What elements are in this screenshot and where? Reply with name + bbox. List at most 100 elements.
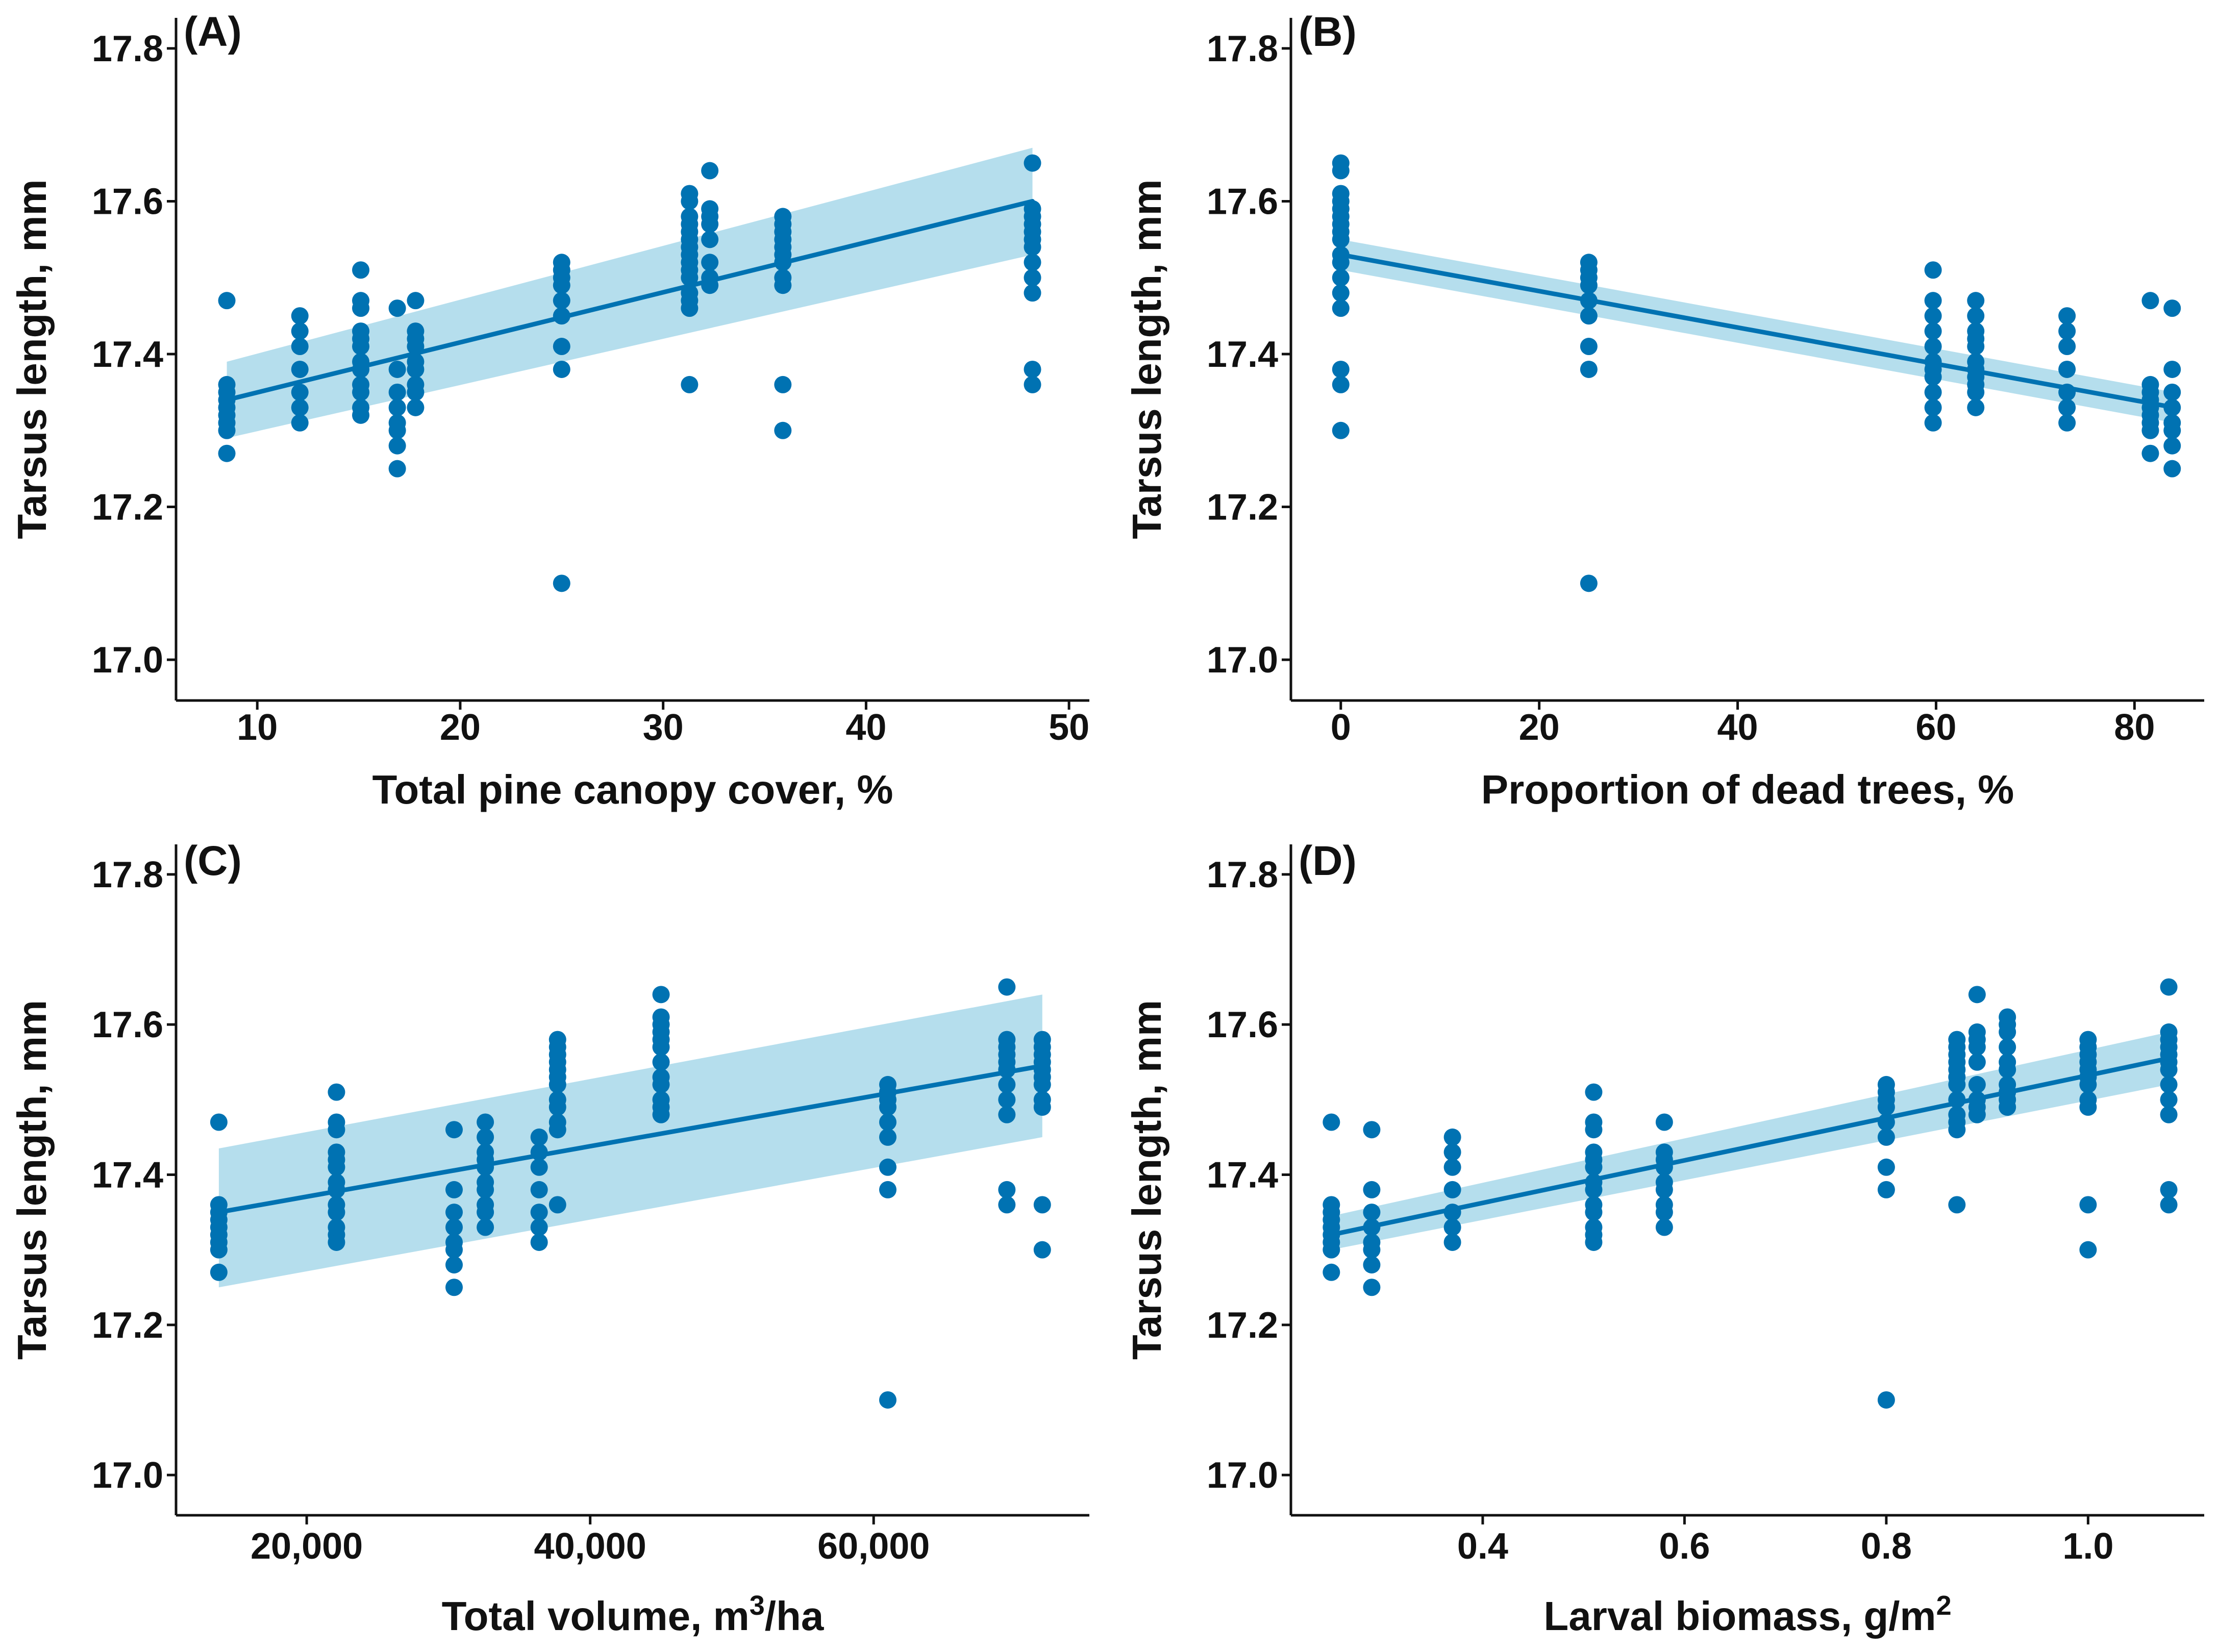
x-tick-label: 20	[1519, 707, 1560, 748]
data-point	[1948, 1196, 1966, 1214]
data-point	[477, 1143, 494, 1161]
data-point	[652, 1068, 670, 1086]
data-point	[2058, 360, 2076, 378]
data-point	[1580, 254, 1598, 271]
data-point	[530, 1128, 548, 1146]
data-point	[2160, 1106, 2178, 1123]
y-tick-label: 17.6	[1207, 181, 1278, 222]
data-point	[291, 307, 309, 325]
data-point	[1443, 1218, 1461, 1236]
y-tick-label: 17.0	[92, 1455, 163, 1496]
x-tick-label: 40	[845, 707, 886, 748]
data-point	[2160, 978, 2178, 996]
data-point	[553, 574, 570, 592]
data-point	[328, 1218, 345, 1236]
y-tick-label: 17.4	[1207, 1155, 1278, 1196]
data-point	[774, 421, 792, 439]
y-tick-label: 17.0	[1207, 640, 1278, 681]
data-point	[445, 1233, 463, 1251]
data-point	[1580, 574, 1598, 592]
data-point	[477, 1196, 494, 1214]
data-point	[1443, 1158, 1461, 1176]
data-point	[388, 437, 406, 455]
x-tick-label: 10	[237, 707, 278, 748]
data-point	[352, 292, 370, 310]
y-tick-label: 17.2	[92, 487, 163, 528]
data-point	[879, 1158, 896, 1176]
data-point	[2160, 1091, 2178, 1109]
data-point	[530, 1158, 548, 1176]
panel-label: (C)	[184, 838, 242, 884]
y-axis-title: Tarsus length, mm	[9, 179, 55, 539]
data-point	[2160, 1023, 2178, 1041]
data-point	[2163, 360, 2181, 378]
data-point	[1024, 360, 1041, 378]
data-point	[549, 1113, 566, 1131]
data-point	[1999, 1075, 2016, 1093]
data-point	[1323, 1263, 1340, 1281]
data-point	[2058, 398, 2076, 416]
data-point	[1024, 376, 1041, 393]
data-point	[1443, 1128, 1461, 1146]
data-point	[1363, 1121, 1381, 1139]
data-point	[1877, 1391, 1895, 1409]
data-point	[1655, 1113, 1673, 1131]
panel-label: (B)	[1299, 9, 1357, 55]
data-point	[1363, 1181, 1381, 1198]
data-point	[1877, 1075, 1895, 1093]
data-point	[1655, 1218, 1673, 1236]
data-point	[1024, 154, 1041, 172]
data-point	[1924, 398, 1942, 416]
regression-line	[1338, 252, 2177, 410]
data-point	[1363, 1204, 1381, 1221]
regression-line	[1329, 1056, 2172, 1237]
data-point	[291, 398, 309, 416]
data-point	[1999, 1038, 2016, 1056]
data-point	[1948, 1031, 1966, 1048]
x-tick-label: 0.4	[1457, 1526, 1508, 1567]
data-point	[218, 292, 236, 310]
data-point	[1323, 1196, 1340, 1214]
y-tick-label: 17.8	[1207, 855, 1278, 895]
data-point	[1443, 1233, 1461, 1251]
data-point	[328, 1173, 345, 1191]
x-tick-label: 1.0	[2062, 1526, 2113, 1567]
y-tick-label: 17.6	[92, 1005, 163, 1045]
y-tick-label: 17.4	[92, 1155, 163, 1196]
data-point	[1877, 1128, 1895, 1146]
data-point	[2160, 1196, 2178, 1214]
data-point	[1443, 1143, 1461, 1161]
data-point	[1363, 1279, 1381, 1296]
data-point	[998, 1196, 1016, 1214]
data-point	[681, 376, 699, 393]
data-point	[1332, 421, 1350, 439]
x-tick-label: 0.8	[1861, 1526, 1912, 1567]
data-point	[291, 414, 309, 432]
data-point	[2058, 307, 2076, 325]
chart-panel-4: 17.0 17.2 17.4 17.6 17.8 0.4 0.6 0.8 1.0 Larval b…	[1124, 838, 2204, 1639]
data-point	[291, 383, 309, 401]
data-point	[530, 1218, 548, 1236]
data-point	[328, 1143, 345, 1161]
data-point	[477, 1218, 494, 1236]
data-point	[2160, 1181, 2178, 1198]
data-point	[328, 1113, 345, 1131]
scatter-points	[210, 978, 1051, 1409]
data-point	[291, 322, 309, 340]
data-point	[553, 360, 570, 378]
data-point	[1585, 1143, 1603, 1161]
data-point	[291, 360, 309, 378]
data-point	[407, 292, 425, 310]
data-point	[1924, 292, 1942, 310]
data-point	[701, 162, 719, 180]
data-point	[998, 1091, 1016, 1109]
data-point	[1924, 414, 1942, 432]
data-point	[477, 1113, 494, 1131]
data-point	[2058, 338, 2076, 356]
x-axis-title: Larval biomass, g/m2	[1543, 1590, 1951, 1639]
x-tick-label: 60	[1915, 707, 1956, 748]
data-point	[2079, 1196, 2097, 1214]
data-point	[681, 208, 699, 226]
data-point	[210, 1196, 228, 1214]
y-tick-label: 17.6	[1207, 1005, 1278, 1045]
